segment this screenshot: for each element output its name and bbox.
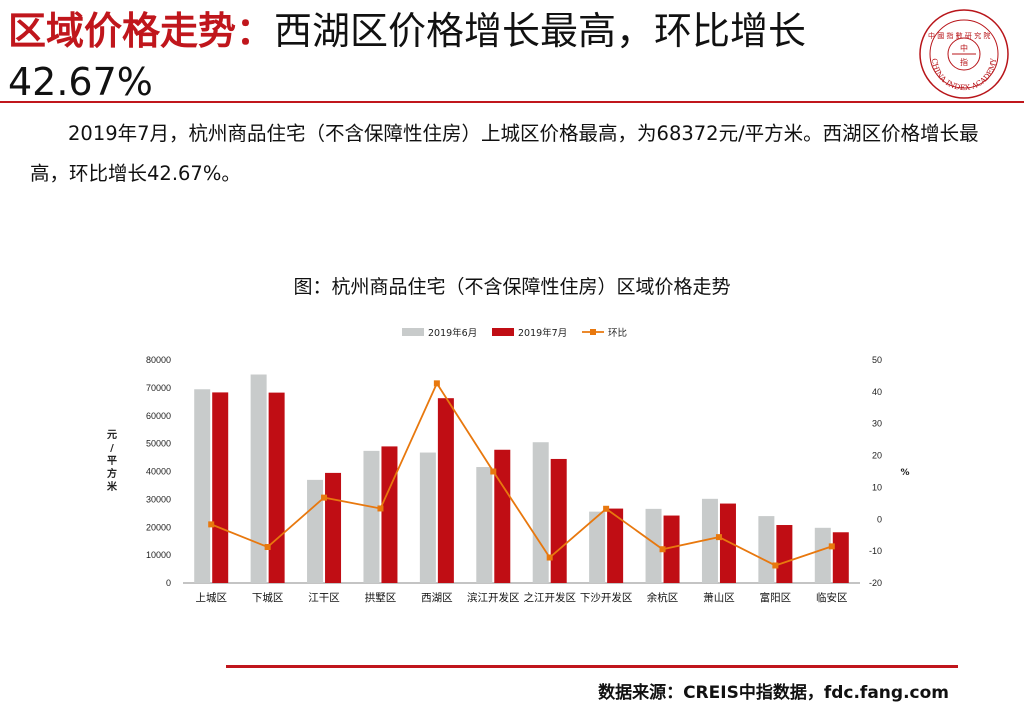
bar-june xyxy=(419,452,436,583)
y-right-tick-label: 0 xyxy=(877,514,882,524)
figure-title: 图：杭州商品住宅（不含保障性住房）区域价格走势 xyxy=(293,276,731,298)
y-left-axis-label-char: 平 xyxy=(107,455,117,467)
bar-july xyxy=(663,515,680,583)
bar-july xyxy=(550,458,567,583)
x-tick-label: 之江开发区 xyxy=(523,591,576,604)
mom-point xyxy=(715,534,722,541)
mom-line xyxy=(210,381,833,567)
price-trend-chart: 0 10000 20000 30000 40000 50000 60000 70000 8000… xyxy=(107,327,910,604)
bar-july xyxy=(381,446,398,583)
bar-june xyxy=(645,508,662,583)
bar-july xyxy=(832,532,849,583)
bar-july xyxy=(607,508,624,583)
mom-point xyxy=(828,543,835,550)
bar-june xyxy=(701,498,718,583)
bar-july xyxy=(494,449,511,583)
bar-june xyxy=(814,527,831,583)
legend-marker-mom xyxy=(590,329,596,335)
mom-point xyxy=(264,544,271,551)
x-tick-label: 下沙开发区 xyxy=(580,591,633,604)
y-left-tick-label: 70000 xyxy=(146,383,171,393)
bar-june xyxy=(194,389,211,583)
legend-label-june: 2019年6月 xyxy=(428,327,477,339)
mom-point xyxy=(603,505,610,512)
footer-divider xyxy=(226,665,958,668)
y-left-tick-label: 80000 xyxy=(146,355,171,365)
y-left-axis-label-char: 方 xyxy=(107,467,117,480)
y-left-tick-label: 30000 xyxy=(146,494,171,504)
mom-point xyxy=(433,380,440,387)
mom-point xyxy=(208,521,215,528)
title-divider xyxy=(0,101,1024,103)
y-right-tick-label: 10 xyxy=(872,482,882,492)
y-left-tick-label: 40000 xyxy=(146,467,171,477)
y-right-tick-label: 20 xyxy=(872,451,882,461)
bar-june xyxy=(476,467,493,583)
y-left-tick-label: 60000 xyxy=(146,411,171,421)
x-tick-label: 下城区 xyxy=(252,592,284,604)
x-tick-label: 西湖区 xyxy=(421,592,453,604)
bar-june xyxy=(250,374,267,583)
y-right-tick-label: -20 xyxy=(869,578,882,588)
title-line-2: 42.67% xyxy=(8,60,153,104)
svg-text:中 國 指 數 研 究 院: 中 國 指 數 研 究 院 xyxy=(928,31,990,40)
y-right-axis-label: % xyxy=(900,468,909,478)
bar-june xyxy=(307,479,324,583)
legend-swatch-june xyxy=(402,328,424,336)
x-tick-label: 临安区 xyxy=(816,591,848,604)
mom-point xyxy=(377,505,384,512)
title-highlight: 区域价格走势： xyxy=(8,9,275,53)
bar-june xyxy=(532,442,549,583)
data-source: 数据来源：CREIS中指数据，fdc.fang.com xyxy=(598,683,949,703)
y-left-tick-label: 0 xyxy=(166,578,171,588)
y-right-tick-label: -10 xyxy=(869,546,882,556)
title-main: 西湖区价格增长最高，环比增长 xyxy=(274,9,807,53)
china-index-academy-logo-icon: CHINA INDEX ACADEMY 中 國 指 數 研 究 院 中 指 xyxy=(919,9,1009,99)
y-left-axis-label-char: 元 xyxy=(107,429,117,441)
mom-point xyxy=(321,494,328,501)
legend-swatch-july xyxy=(492,328,514,336)
bar-july xyxy=(776,525,793,583)
bar-june xyxy=(589,511,606,583)
bar-june xyxy=(363,450,380,583)
bar-july xyxy=(437,398,454,583)
mom-point xyxy=(490,468,497,475)
y-left-tick-label: 10000 xyxy=(146,550,171,560)
bar-july xyxy=(325,472,342,583)
y-right-tick-label: 50 xyxy=(872,355,882,365)
x-tick-label: 余杭区 xyxy=(647,591,679,604)
bar-june xyxy=(758,516,775,583)
logo-center-top: 中 xyxy=(960,43,968,53)
x-tick-label: 江干区 xyxy=(308,592,340,604)
mom-point xyxy=(546,554,553,561)
bar-july xyxy=(268,392,285,583)
mom-point xyxy=(659,546,666,553)
slide-title: 区域价格走势：西湖区价格增长最高，环比增长 xyxy=(8,6,913,56)
x-tick-label: 滨江开发区 xyxy=(467,591,519,604)
summary-paragraph: 2019年7月，杭州商品住宅（不含保障性住房）上城区价格最高，为68372元/平… xyxy=(30,122,979,185)
logo-center-bottom: 指 xyxy=(960,57,968,67)
bar-july xyxy=(719,503,736,583)
y-left-tick-label: 50000 xyxy=(146,439,171,449)
mom-point xyxy=(772,562,779,569)
legend-label-mom: 环比 xyxy=(608,327,627,339)
x-tick-label: 萧山区 xyxy=(703,592,735,604)
y-right-tick-label: 30 xyxy=(872,419,882,429)
bar-july xyxy=(212,392,229,583)
y-left-axis-label-char: / xyxy=(110,443,114,454)
x-tick-label: 富阳区 xyxy=(760,591,792,604)
y-left-tick-label: 20000 xyxy=(146,522,171,532)
x-tick-label: 上城区 xyxy=(195,592,227,604)
legend-label-july: 2019年7月 xyxy=(518,327,567,339)
y-left-axis-label-char: 米 xyxy=(107,480,118,493)
x-tick-label: 拱墅区 xyxy=(365,591,397,604)
y-right-tick-label: 40 xyxy=(872,387,882,397)
